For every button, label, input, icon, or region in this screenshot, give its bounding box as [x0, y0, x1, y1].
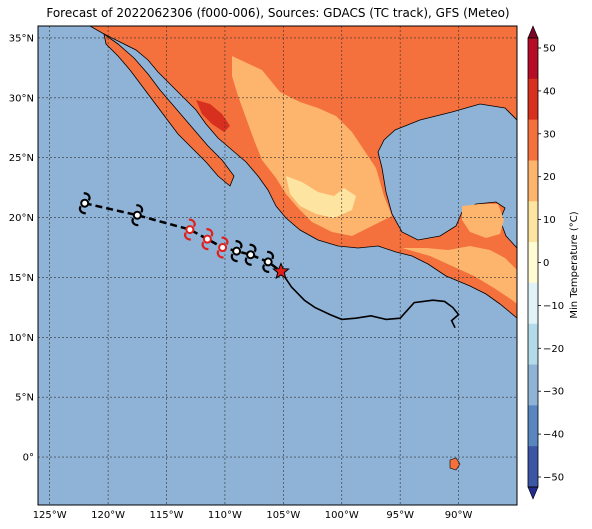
storm-symbol-icon — [184, 218, 196, 241]
colorbar-tick-label: −30 — [543, 387, 564, 398]
colorbar-tick-label: 50 — [543, 44, 556, 55]
storm-eye — [202, 234, 212, 244]
storm-arm — [78, 192, 91, 215]
colorbar-band — [528, 282, 538, 325]
colorbar-band — [528, 38, 538, 80]
colorbar-tick-label: −10 — [543, 301, 564, 312]
lat-tick-label: 15°N — [9, 273, 34, 284]
storm-symbol-icon — [201, 228, 214, 251]
storm-symbol-icon — [244, 243, 257, 266]
colorbar-band — [528, 160, 538, 202]
storm-eye — [132, 210, 142, 220]
storm-symbol-icon — [78, 192, 91, 215]
land-mild-zone-central — [232, 56, 392, 236]
map-frame — [37, 25, 518, 506]
storm-symbol-icon — [230, 240, 243, 263]
colorbar-tick-label: −50 — [543, 473, 564, 484]
colorbar-band — [528, 78, 538, 121]
colorbar-band — [528, 364, 538, 406]
storm-eye — [80, 198, 90, 208]
lat-tick-label: 10°N — [9, 333, 34, 344]
storm-arm — [216, 236, 229, 259]
longitude-ticks: 125°W 120°W 115°W 110°W 105°W 100°W 95°W 90°W — [33, 510, 473, 521]
colorbar-band — [528, 323, 538, 366]
storm-arm — [201, 228, 214, 251]
storm-symbol-icon — [216, 236, 229, 259]
colorbar-tick-label: −20 — [543, 344, 564, 355]
colorbar-tick-label: 20 — [543, 172, 556, 183]
colorbar-extend-top — [527, 25, 539, 39]
lon-tick-label: 125°W — [33, 510, 67, 521]
storm-arm — [184, 218, 196, 241]
storm-arm — [131, 204, 144, 227]
latitude-ticks: 35°N 30°N 25°N 20°N 15°N 10°N 5°N 0° — [9, 33, 34, 463]
lon-tick-label: 100°W — [325, 510, 359, 521]
land-baja-california — [103, 33, 235, 187]
lat-tick-label: 30°N — [9, 93, 34, 104]
land-cool-zone — [286, 176, 356, 218]
colorbar-extend-bottom — [527, 486, 539, 500]
land-hot-zone — [196, 100, 230, 132]
colorbar-label: Min Temperature (°C) — [569, 211, 580, 318]
storm-arm — [230, 240, 243, 263]
colorbar-band — [528, 242, 538, 284]
colorbar: 50 40 30 20 10 0 −10 −20 −30 −40 −50 — [527, 25, 564, 500]
colorbar-band — [528, 446, 538, 488]
lon-tick-label: 115°W — [150, 510, 184, 521]
storm-eye — [218, 243, 228, 253]
history-track-line — [280, 271, 460, 329]
lat-tick-label: 25°N — [9, 153, 34, 164]
colorbar-band — [528, 201, 538, 243]
storm-arm — [244, 243, 257, 266]
land-galapagos — [449, 457, 461, 471]
storm-track — [78, 192, 460, 329]
lon-tick-label: 120°W — [91, 510, 125, 521]
storm-eye — [246, 250, 256, 260]
lat-tick-label: 5°N — [15, 393, 34, 404]
lon-tick-label: 90°W — [445, 510, 473, 521]
colorbar-tick-label: 30 — [543, 129, 556, 140]
storm-eye — [263, 257, 273, 267]
storm-symbol-icon — [262, 250, 275, 274]
land-layer — [89, 26, 517, 471]
colorbar-band — [528, 119, 538, 161]
storm-eye — [232, 246, 242, 256]
storm-arm — [262, 250, 275, 274]
lon-tick-label: 105°W — [266, 510, 300, 521]
colorbar-tick-label: 40 — [543, 86, 556, 97]
lon-tick-label: 110°W — [208, 510, 242, 521]
lat-tick-label: 20°N — [9, 213, 34, 224]
storm-eye — [185, 225, 195, 235]
land-mild-zone-south — [402, 246, 517, 304]
land-mild-zone-yucatan — [462, 204, 504, 238]
colorbar-tick-label: 10 — [543, 215, 556, 226]
storm-symbol-icon — [131, 204, 144, 227]
lon-tick-label: 95°W — [386, 510, 414, 521]
colorbar-tick-label: −40 — [543, 430, 564, 441]
chart-title: Forecast of 2022062306 (f000-006), Sourc… — [46, 6, 510, 20]
colorbar-tick-label: 0 — [543, 258, 549, 269]
colorbar-band — [528, 405, 538, 447]
lat-tick-label: 35°N — [9, 33, 34, 44]
lat-tick-label: 0° — [23, 453, 34, 464]
current-position-star-icon — [272, 262, 290, 280]
